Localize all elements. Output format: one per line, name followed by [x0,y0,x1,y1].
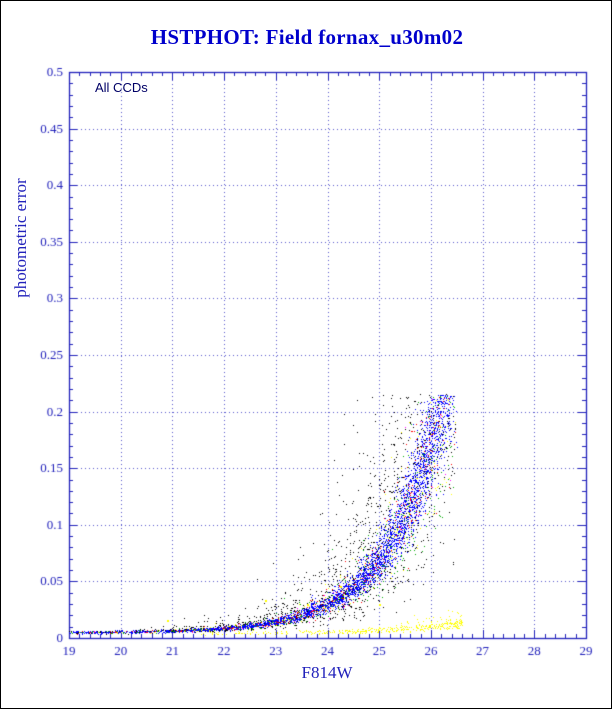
x-axis-label: F814W [301,663,353,682]
page-title: HSTPHOT: Field fornax_u30m02 [150,25,464,49]
ccd-selection-annotation: All CCDs [95,80,148,95]
y-axis-label: photometric error [11,178,30,298]
